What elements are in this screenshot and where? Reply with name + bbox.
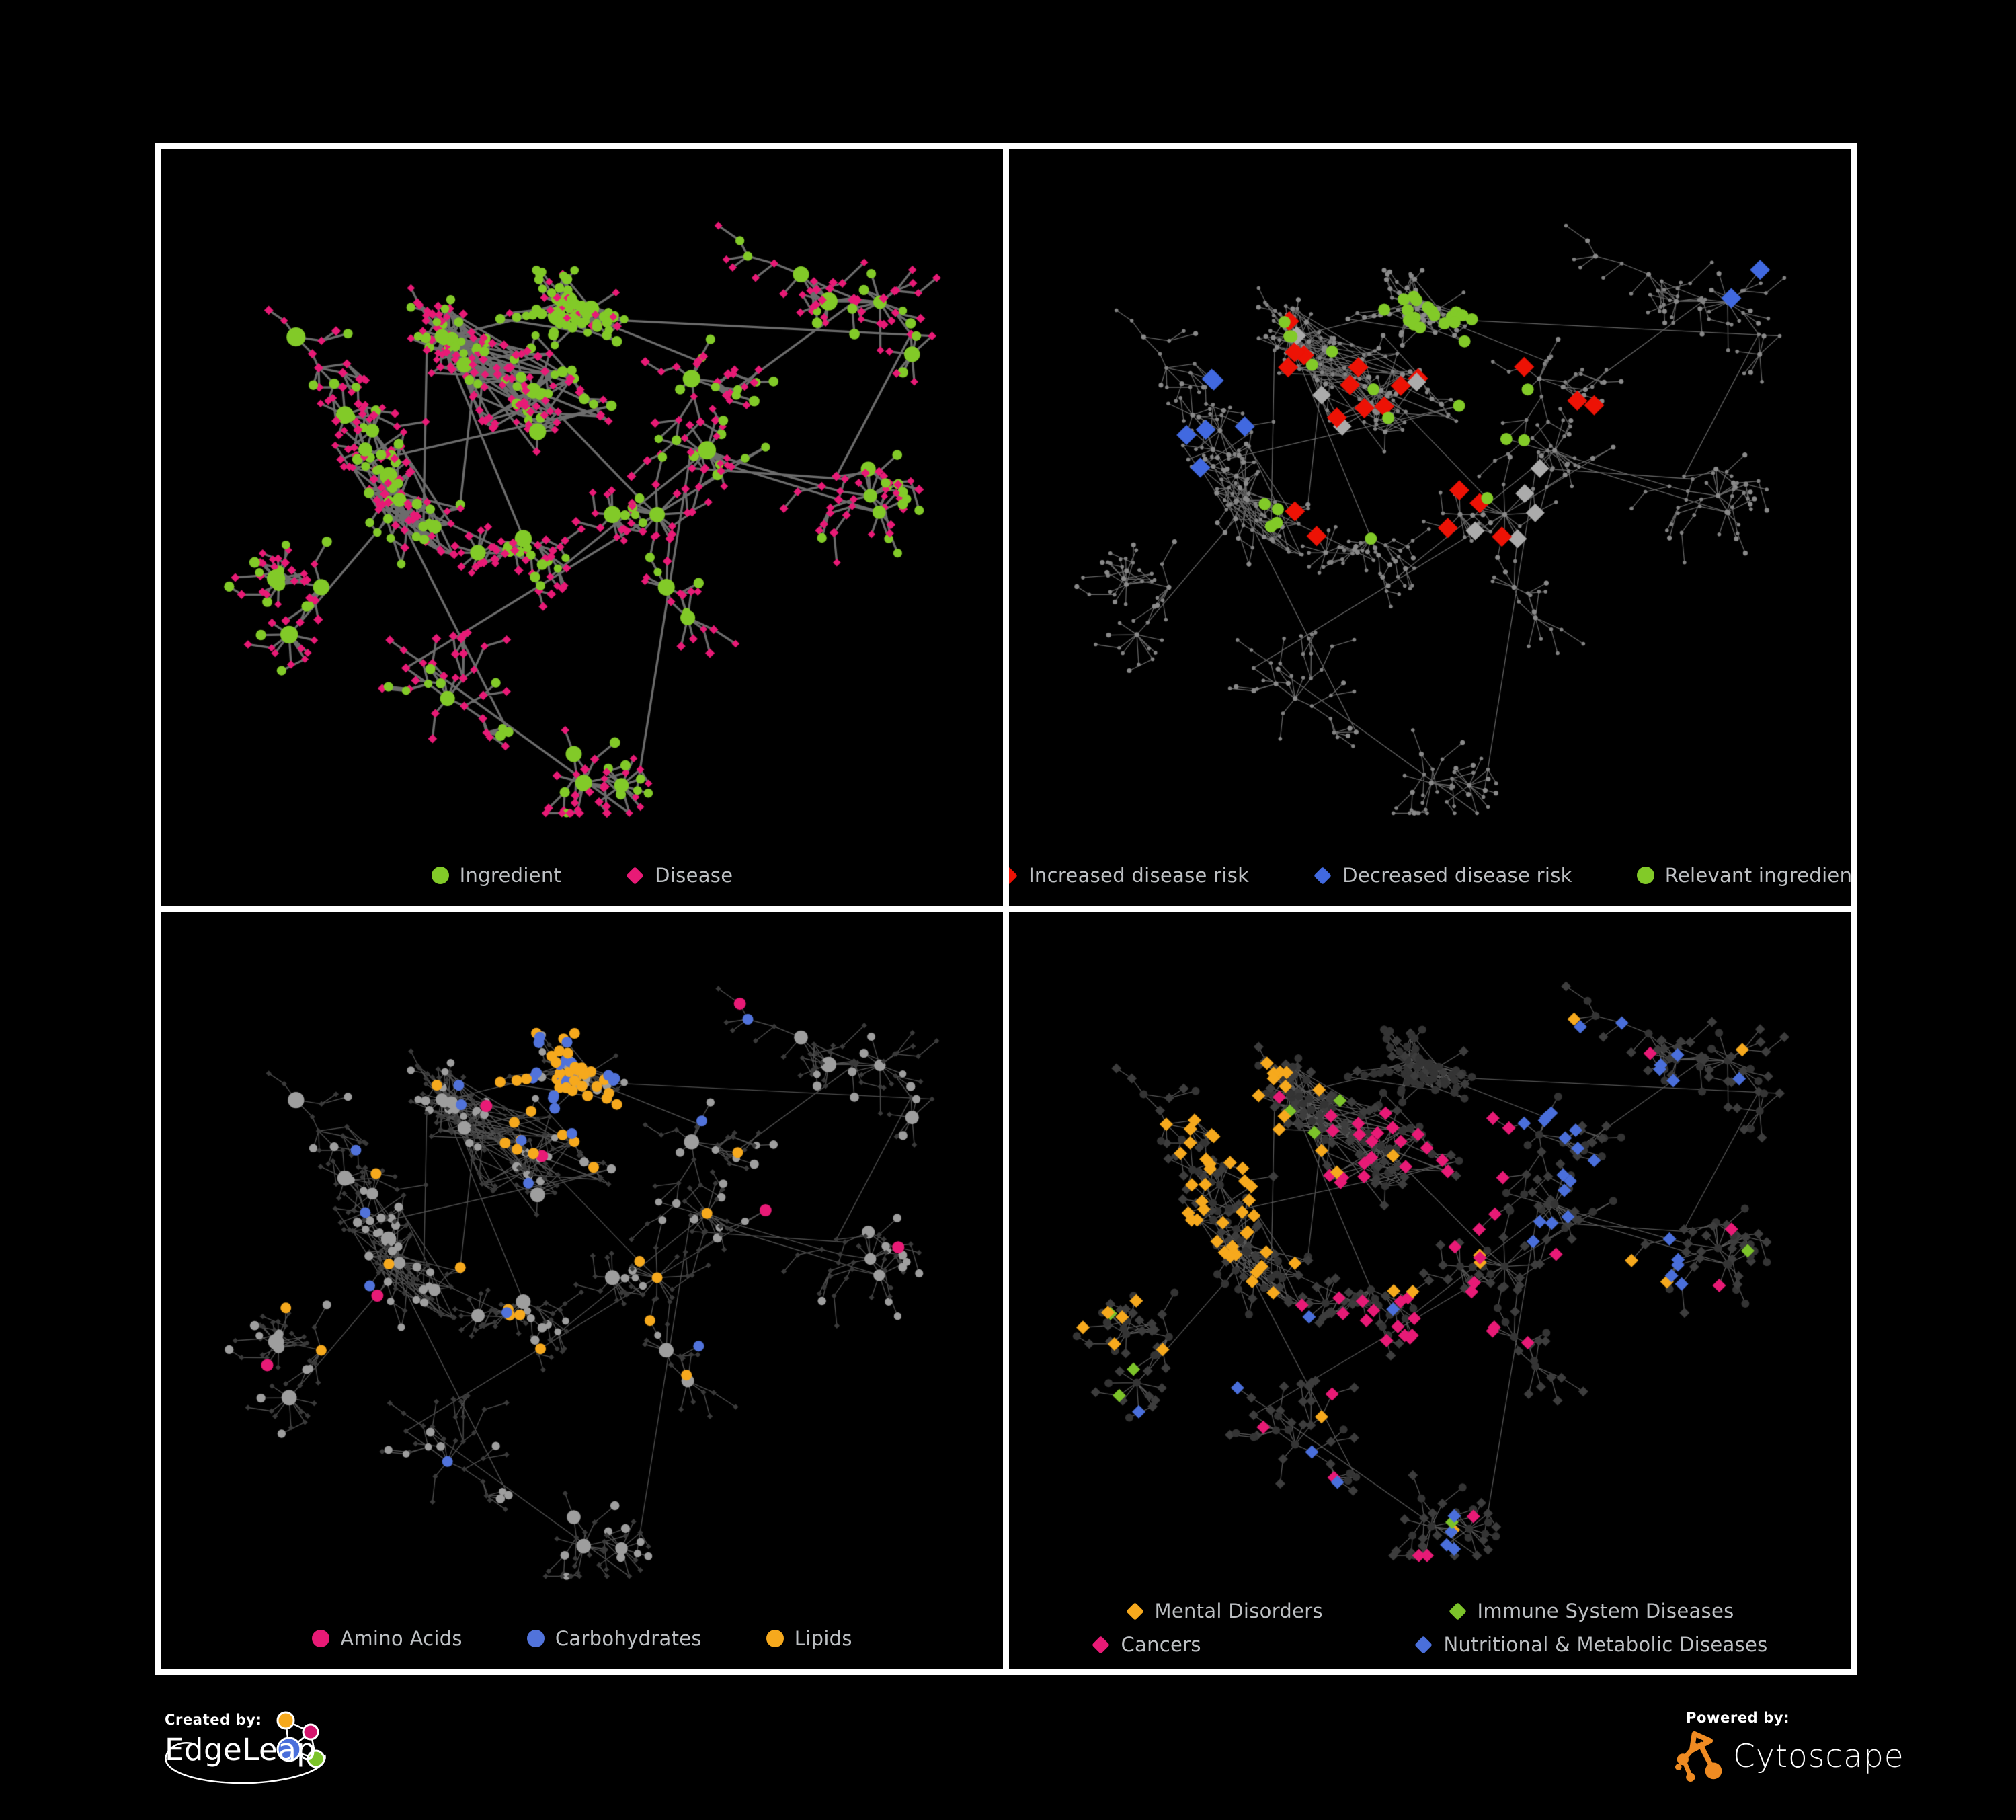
- panel-disease-classes: Mental Disorders Immune System Diseases Ca…: [1009, 912, 1851, 1669]
- legend-item: Ingredient: [431, 864, 562, 887]
- legend-ingredient-disease: Ingredient Disease: [161, 844, 1003, 906]
- legend-row: Mental Disorders Immune System Diseases: [1125, 1599, 1734, 1622]
- legend-item: Immune System Diseases: [1448, 1599, 1734, 1622]
- legend-item: Nutritional & Metabolic Diseases: [1414, 1633, 1767, 1656]
- legend-label: Mental Disorders: [1154, 1599, 1323, 1622]
- legend-label: Cancers: [1121, 1633, 1201, 1656]
- cytoscape-logo: [1675, 1731, 1722, 1782]
- legend-row: Cancers Nutritional & Metabolic Diseases: [1092, 1633, 1767, 1656]
- legend-label: Ingredient: [459, 864, 562, 887]
- panel-disease-risk: Increased disease risk Decreased disease …: [1009, 149, 1851, 906]
- network-canvas-ingredient-disease: [161, 149, 1003, 844]
- legend-label: Immune System Diseases: [1477, 1599, 1734, 1622]
- network-canvas-disease-risk: [1009, 149, 1851, 844]
- circle-marker-icon: [312, 1630, 330, 1647]
- powered-by-block: Powered by: Cytoscape: [1675, 1710, 1904, 1785]
- circle-marker-icon: [766, 1630, 784, 1647]
- legend-label: Increased disease risk: [1029, 864, 1250, 887]
- legend-item: Carbohydrates: [526, 1627, 702, 1650]
- diamond-marker-icon: [1009, 866, 1018, 885]
- legend-item: Disease: [626, 864, 733, 887]
- legend-row: Increased disease risk Decreased disease …: [1009, 864, 1851, 887]
- legend-nutrient-classes: Amino Acids Carbohydrates Lipids: [161, 1608, 1003, 1669]
- legend-item: Increased disease risk: [1009, 864, 1249, 887]
- legend-row: Amino Acids Carbohydrates Lipids: [312, 1627, 852, 1650]
- diamond-marker-icon: [1314, 866, 1332, 885]
- legend-item: Cancers: [1092, 1633, 1201, 1656]
- panel-nutrient-classes: Amino Acids Carbohydrates Lipids: [161, 912, 1003, 1669]
- edgeleap-wordmark: EdgeLeap: [165, 1732, 317, 1768]
- created-by-block: Created by: EdgeLeap: [165, 1711, 326, 1784]
- legend-label: Decreased disease risk: [1342, 864, 1572, 887]
- circle-marker-icon: [1636, 867, 1654, 884]
- legend-row: Ingredient Disease: [431, 864, 733, 887]
- diamond-marker-icon: [1448, 1601, 1467, 1620]
- legend-label: Disease: [655, 864, 733, 887]
- diamond-marker-icon: [1414, 1635, 1433, 1654]
- legend-label: Amino Acids: [340, 1627, 462, 1650]
- network-canvas-nutrient-classes: [161, 912, 1003, 1608]
- cytoscape-wordmark: Cytoscape: [1733, 1737, 1904, 1775]
- legend-label: Relevant ingredient: [1664, 864, 1851, 887]
- legend-label: Carbohydrates: [555, 1627, 702, 1650]
- legend-label: Nutritional & Metabolic Diseases: [1443, 1633, 1768, 1656]
- legend-label: Lipids: [794, 1627, 852, 1650]
- network-canvas-disease-classes: [1009, 912, 1851, 1586]
- circle-marker-icon: [526, 1630, 545, 1647]
- legend-item: Decreased disease risk: [1314, 864, 1572, 887]
- legend-item: Mental Disorders: [1125, 1599, 1323, 1622]
- diamond-marker-icon: [1092, 1635, 1111, 1654]
- legend-item: Lipids: [766, 1627, 852, 1650]
- legend-disease-risk: Increased disease risk Decreased disease …: [1009, 844, 1851, 906]
- created-by-label: Created by:: [165, 1712, 262, 1728]
- panels-grid: Ingredient Disease Increased disease risk…: [155, 143, 1857, 1675]
- panel-ingredient-disease: Ingredient Disease: [161, 149, 1003, 906]
- powered-by-label: Powered by:: [1686, 1710, 1790, 1726]
- legend-item: Amino Acids: [312, 1627, 462, 1650]
- circle-marker-icon: [431, 867, 449, 884]
- legend-item: Relevant ingredient: [1636, 864, 1851, 887]
- diamond-marker-icon: [626, 866, 645, 885]
- diamond-marker-icon: [1125, 1601, 1144, 1620]
- legend-disease-classes: Mental Disorders Immune System Diseases Ca…: [1009, 1586, 1851, 1669]
